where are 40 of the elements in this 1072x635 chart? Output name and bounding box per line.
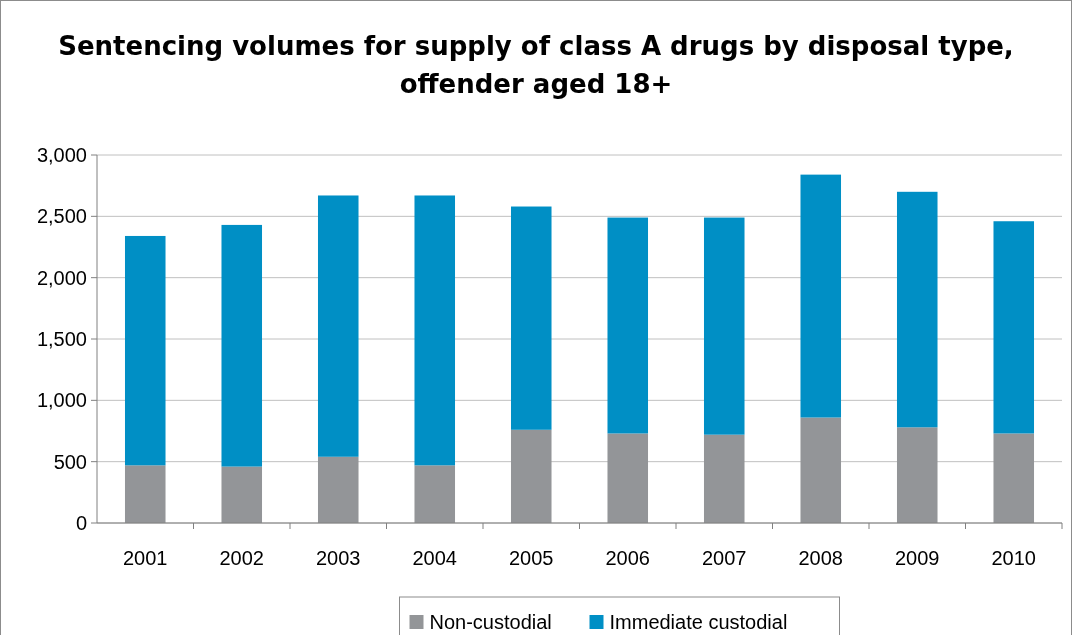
x-tick-label: 2006 xyxy=(605,547,650,569)
bar xyxy=(510,429,552,523)
x-tick-label: 2009 xyxy=(895,547,940,569)
bar xyxy=(703,434,745,523)
x-tick-label: 2007 xyxy=(702,547,747,569)
bar xyxy=(800,174,842,418)
bar xyxy=(317,195,359,457)
y-tick-label: 3,000 xyxy=(36,144,87,166)
x-tick-label: 2001 xyxy=(123,547,168,569)
y-tick-label: 0 xyxy=(75,512,87,534)
chart-title: Sentencing volumes for supply of class A drugs by disposal type, offender aged 18+ xyxy=(58,31,1014,99)
bar xyxy=(607,433,649,523)
bar xyxy=(607,217,649,434)
bar xyxy=(317,456,359,523)
bar xyxy=(703,217,745,435)
bar xyxy=(510,206,552,430)
x-tick-label: 2010 xyxy=(991,547,1036,569)
y-tick-label: 500 xyxy=(53,450,87,473)
x-tick-label: 2008 xyxy=(798,547,843,569)
y-tick-label: 2,000 xyxy=(36,266,87,289)
bar xyxy=(124,235,166,466)
bar xyxy=(414,195,456,466)
bar xyxy=(124,465,166,523)
bar xyxy=(896,191,938,428)
x-tick-label: 2002 xyxy=(219,547,264,569)
legend-label: Immediate custodial xyxy=(609,611,788,633)
y-tick-label: 1,000 xyxy=(36,389,87,412)
bar xyxy=(993,433,1035,523)
bar xyxy=(993,221,1035,434)
y-tick-label: 1,500 xyxy=(36,328,87,350)
legend-label: Non-custodial xyxy=(429,611,552,633)
bar xyxy=(414,465,456,523)
bar xyxy=(896,427,938,523)
x-tick-label: 2004 xyxy=(412,547,457,569)
bar xyxy=(221,466,263,523)
x-tick-label: 2003 xyxy=(316,547,361,569)
x-tick-label: 2005 xyxy=(509,547,554,569)
y-tick-label: 2,500 xyxy=(36,205,87,228)
bar xyxy=(800,417,842,523)
bar xyxy=(221,224,263,467)
